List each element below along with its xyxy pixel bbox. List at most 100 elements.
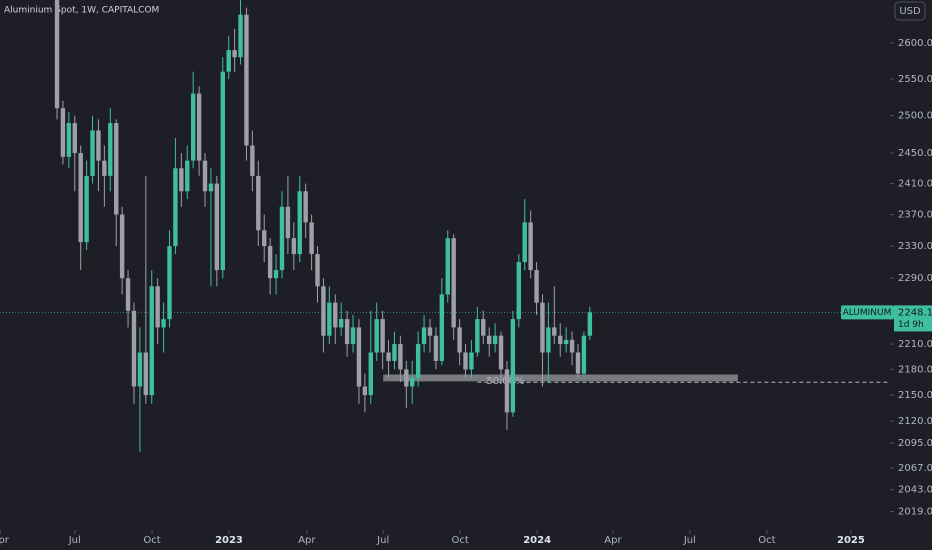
candle-body xyxy=(510,319,516,413)
candle-body xyxy=(196,93,202,161)
candle-body xyxy=(546,327,551,353)
candle-body xyxy=(374,319,379,353)
x-tick-label: 2023 xyxy=(215,535,243,546)
candle-body xyxy=(439,294,445,361)
candle-body xyxy=(256,175,261,231)
candle-body xyxy=(84,175,89,243)
candle-body xyxy=(208,183,214,192)
candle-body xyxy=(202,160,208,192)
x-tick-label: Oct xyxy=(452,535,469,546)
x-tick-label: Apr xyxy=(0,535,10,546)
candle-body xyxy=(475,319,480,353)
y-tick-label: 2067.0 xyxy=(898,463,932,474)
last-price: 2248.1 xyxy=(898,307,932,318)
candle-body xyxy=(486,335,492,345)
candle-body xyxy=(143,352,149,396)
candle-body xyxy=(102,160,107,176)
candle-body xyxy=(90,130,95,176)
candle-body xyxy=(380,319,385,353)
candle-body xyxy=(516,262,521,320)
y-tick-label: 2120.0 xyxy=(898,416,932,427)
symbol-tag xyxy=(841,305,894,320)
candle-body xyxy=(315,254,320,287)
x-tick-label: Oct xyxy=(758,535,775,546)
candle-body xyxy=(558,335,563,345)
currency[interactable]: USD xyxy=(899,6,921,17)
candle-body xyxy=(356,327,362,387)
currency-button[interactable] xyxy=(894,1,926,21)
y-tick-label: 2290.0 xyxy=(898,273,932,284)
candle-body xyxy=(267,246,273,279)
candle-body xyxy=(66,123,72,157)
candle-body xyxy=(469,352,474,370)
candle-body xyxy=(504,369,510,413)
candle-body xyxy=(344,319,350,345)
candle-body xyxy=(167,246,172,320)
price-tag xyxy=(894,305,932,332)
y-tick-label: 2330.0 xyxy=(898,241,932,252)
candle-body xyxy=(522,222,527,263)
x-tick-label: Apr xyxy=(298,535,316,546)
candle-body xyxy=(575,352,581,374)
candle-body xyxy=(410,377,415,387)
y-tick-label: 2600.0 xyxy=(898,38,932,49)
y-tick-label: 2150.0 xyxy=(898,390,932,401)
candle-body xyxy=(451,238,456,328)
y-tick-label: 2500.0 xyxy=(898,111,932,122)
x-tick-label: Jul xyxy=(68,535,81,546)
candle-body xyxy=(179,168,184,192)
candle-body xyxy=(250,145,255,176)
candle-body xyxy=(190,93,196,161)
candle-body xyxy=(244,14,249,146)
x-tick-label: 2024 xyxy=(523,535,551,546)
candle-body xyxy=(279,206,285,271)
y-tick-label: 2095.0 xyxy=(898,438,932,449)
candle-body xyxy=(350,327,356,345)
y-tick-label: 2210.0 xyxy=(898,339,932,350)
candle-body xyxy=(498,335,504,370)
candle-body xyxy=(285,206,291,239)
candle-body xyxy=(463,352,468,370)
candle-body xyxy=(362,386,368,396)
candle-body xyxy=(457,327,462,353)
candle-body xyxy=(131,310,137,387)
x-tick-label: Apr xyxy=(604,535,622,546)
candle-body xyxy=(114,123,119,215)
candle-body xyxy=(78,153,83,243)
candle-body xyxy=(427,327,433,336)
candle-body xyxy=(185,160,190,192)
candle-body xyxy=(481,319,486,336)
candle-body xyxy=(540,302,545,353)
candle-body xyxy=(137,352,143,387)
y-tick-label: 2450.0 xyxy=(898,148,932,159)
candle-body xyxy=(273,270,279,279)
candle-body xyxy=(587,312,593,336)
x-tick-label: Jul xyxy=(376,535,389,546)
candle-body xyxy=(309,222,314,255)
candle-body xyxy=(291,238,297,255)
y-tick-label: 2043.0 xyxy=(898,485,932,496)
candle-body xyxy=(54,0,60,109)
candle-body xyxy=(415,344,421,378)
y-tick-label: 2019.0 xyxy=(898,507,932,518)
candle-body xyxy=(563,339,569,345)
candle-body xyxy=(232,50,237,58)
candle-body xyxy=(220,71,225,271)
price-zone xyxy=(383,374,738,382)
candle-body xyxy=(581,335,587,374)
candle-body xyxy=(161,319,166,328)
candle-body xyxy=(155,286,160,328)
candle-body xyxy=(173,168,178,247)
y-tick-label: 2370.0 xyxy=(898,210,932,221)
countdown: 1d 9h xyxy=(898,320,924,330)
y-tick-label: 2410.0 xyxy=(898,179,932,190)
candle-body xyxy=(108,123,113,176)
candle-body xyxy=(238,14,243,58)
chart-title: Aluminium Spot, 1W, CAPITALCOM xyxy=(4,6,159,16)
candle-body xyxy=(125,278,131,311)
candle-body xyxy=(492,335,498,345)
candle-body xyxy=(552,327,557,336)
candle-body xyxy=(534,270,539,303)
